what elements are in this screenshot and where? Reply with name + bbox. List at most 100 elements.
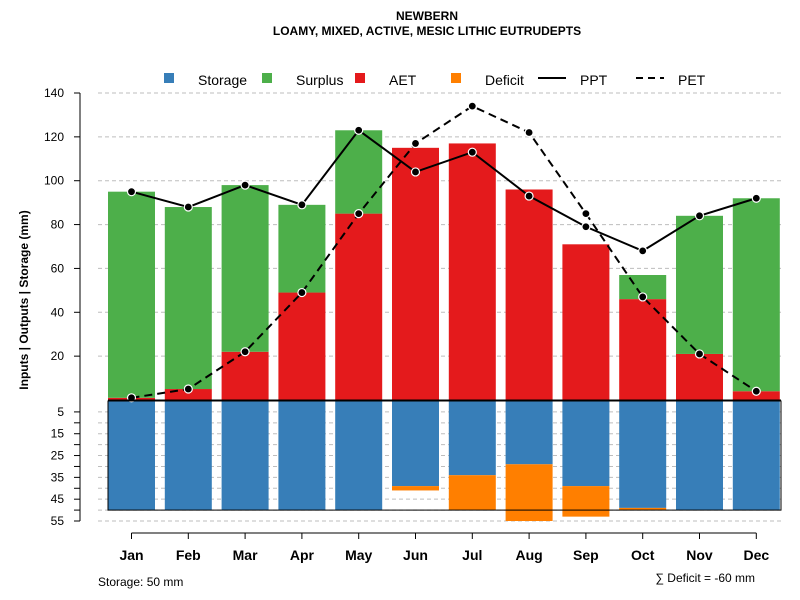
bar-surplus <box>221 185 269 352</box>
bar-storage <box>448 401 496 476</box>
bar-storage <box>335 401 383 511</box>
bar-aet <box>278 292 326 400</box>
x-tick-label-jul: Jul <box>462 547 482 563</box>
axes: 20 40 60 80 100 120 140 5 15 25 35 45 55 Jan Feb Mar Apr… <box>44 86 782 563</box>
y-tick-label: 55 <box>51 514 65 528</box>
bar-surplus <box>164 207 212 390</box>
bar-aet <box>676 353 723 400</box>
x-tick-label-jun: Jun <box>403 547 428 563</box>
legend-swatch-aet <box>355 73 365 83</box>
legend-label-ppt: PPT <box>580 72 608 88</box>
x-tick-label-feb: Feb <box>176 547 201 563</box>
bar-storage <box>732 401 780 511</box>
storage-note: Storage: 50 mm <box>98 575 183 589</box>
legend-label-deficit: Deficit <box>485 72 524 88</box>
bar-deficit <box>505 464 553 521</box>
ppt-line-point <box>581 222 591 232</box>
x-tick-label-mar: Mar <box>233 547 258 563</box>
ppt-line-point <box>297 200 307 210</box>
y-tick-label: 15 <box>51 427 65 441</box>
bar-aet <box>448 143 496 400</box>
bar-storage <box>221 401 269 511</box>
x-tick-label-jan: Jan <box>119 547 143 563</box>
lines <box>126 101 761 403</box>
y-tick-label: 5 <box>57 405 64 419</box>
y-tick-label: 60 <box>51 261 65 275</box>
ppt-line-point <box>524 191 534 201</box>
y-tick-label: 45 <box>51 492 65 506</box>
pet-line-point <box>297 287 307 298</box>
pet-line-point <box>410 138 421 149</box>
bar-storage <box>619 401 667 508</box>
bar-aet <box>619 299 667 400</box>
bar-surplus <box>732 198 780 392</box>
pet-line-point <box>638 292 648 302</box>
pet-line-point <box>240 347 250 357</box>
bar-aet <box>562 244 610 400</box>
bar-surplus <box>278 204 326 293</box>
bar-storage <box>505 401 553 465</box>
bar-surplus <box>676 215 723 354</box>
ppt-line-point <box>410 167 421 177</box>
bar-storage <box>278 401 326 511</box>
bar-storage <box>676 401 723 511</box>
ppt-line-point <box>751 193 761 203</box>
legend-label-pet: PET <box>678 72 706 88</box>
y-tick-label: 100 <box>44 174 64 188</box>
legend-label-storage: Storage <box>198 72 247 88</box>
bar-deficit <box>392 486 439 491</box>
bar-surplus <box>108 191 155 398</box>
pet-line-point <box>354 209 364 219</box>
legend-swatch-surplus <box>262 73 272 83</box>
bar-deficit <box>619 507 667 511</box>
pet-line-point <box>694 349 705 359</box>
bars <box>108 130 780 521</box>
y-axis-title: Inputs | Outputs | Storage (mm) <box>17 210 31 389</box>
bar-storage <box>562 401 610 487</box>
ppt-line-point <box>240 180 250 190</box>
bar-storage <box>164 401 212 511</box>
x-tick-label-aug: Aug <box>515 547 542 563</box>
bar-deficit <box>562 486 610 517</box>
ppt-line-point <box>354 125 364 135</box>
pet-line-point <box>524 127 534 138</box>
chart-subtitle: LOAMY, MIXED, ACTIVE, MESIC LITHIC EUTRU… <box>273 24 581 38</box>
x-tick-label-nov: Nov <box>686 547 713 563</box>
bar-storage <box>392 401 439 487</box>
y-tick-label: 20 <box>51 349 65 363</box>
deficit-note: ∑ Deficit = -60 mm <box>655 571 755 585</box>
legend-label-aet: AET <box>389 72 417 88</box>
chart-title: NEWBERN <box>396 9 458 23</box>
x-tick-label-apr: Apr <box>290 547 315 563</box>
bar-aet <box>392 147 439 400</box>
bar-aet <box>505 189 553 400</box>
pet-line-point <box>581 209 591 219</box>
y-tick-label: 140 <box>44 86 64 100</box>
y-tick-label: 35 <box>51 470 65 484</box>
ppt-line <box>131 128 757 253</box>
ppt-line-point <box>638 246 648 256</box>
x-tick-label-dec: Dec <box>743 547 769 563</box>
bar-deficit <box>448 475 496 511</box>
legend: Storage Surplus AET Deficit PPT PET <box>164 72 706 88</box>
legend-label-surplus: Surplus <box>296 72 343 88</box>
bar-aet <box>164 389 212 400</box>
y-tick-label: 80 <box>51 218 65 232</box>
bar-storage <box>108 401 155 511</box>
bar-aet <box>221 351 269 400</box>
pet-line-point <box>751 386 761 396</box>
pet-line-point <box>183 384 193 394</box>
y-tick-label: 120 <box>44 130 64 144</box>
pet-line-point <box>467 101 477 111</box>
ppt-line-point <box>694 211 705 221</box>
x-tick-label-sep: Sep <box>573 547 599 563</box>
storage-capacity-box <box>107 400 782 511</box>
x-tick-label-may: May <box>345 547 372 563</box>
x-tick-label-oct: Oct <box>631 547 655 563</box>
ppt-line-point <box>467 147 477 157</box>
bar-surplus <box>335 130 383 214</box>
ppt-line-point <box>126 187 137 197</box>
ppt-line-point <box>183 202 193 212</box>
bar-aet <box>335 213 383 400</box>
